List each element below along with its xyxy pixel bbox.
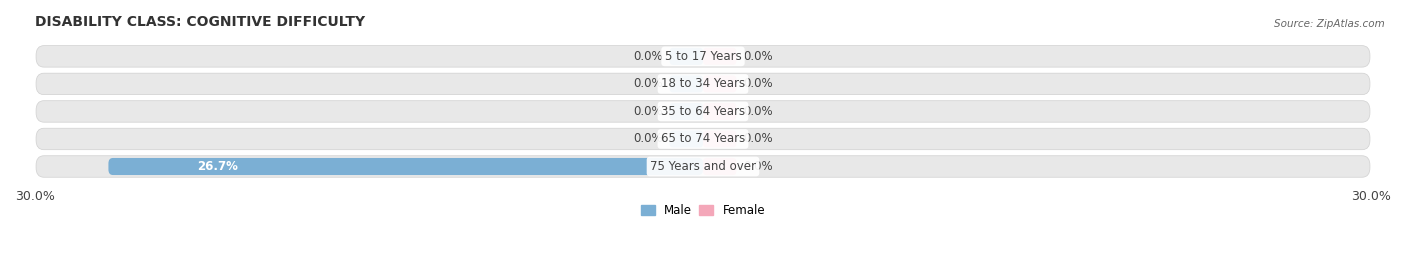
Text: DISABILITY CLASS: COGNITIVE DIFFICULTY: DISABILITY CLASS: COGNITIVE DIFFICULTY [35, 15, 366, 29]
Text: 65 to 74 Years: 65 to 74 Years [661, 132, 745, 146]
Text: 35 to 64 Years: 35 to 64 Years [661, 105, 745, 118]
FancyBboxPatch shape [669, 48, 703, 65]
Text: 0.0%: 0.0% [744, 105, 773, 118]
FancyBboxPatch shape [37, 101, 1369, 122]
Text: 75 Years and over: 75 Years and over [650, 160, 756, 173]
Text: 0.0%: 0.0% [633, 132, 662, 146]
FancyBboxPatch shape [669, 103, 703, 120]
Text: 18 to 34 Years: 18 to 34 Years [661, 77, 745, 90]
FancyBboxPatch shape [37, 46, 1369, 67]
Legend: Male, Female: Male, Female [636, 199, 770, 221]
Text: 0.0%: 0.0% [633, 105, 662, 118]
Text: 0.0%: 0.0% [744, 50, 773, 63]
Text: 0.0%: 0.0% [744, 160, 773, 173]
FancyBboxPatch shape [37, 156, 1369, 177]
Text: 26.7%: 26.7% [198, 160, 239, 173]
Text: 0.0%: 0.0% [744, 77, 773, 90]
FancyBboxPatch shape [108, 158, 703, 175]
Text: 0.0%: 0.0% [633, 77, 662, 90]
Text: 5 to 17 Years: 5 to 17 Years [665, 50, 741, 63]
FancyBboxPatch shape [703, 158, 737, 175]
FancyBboxPatch shape [703, 48, 737, 65]
FancyBboxPatch shape [669, 75, 703, 93]
FancyBboxPatch shape [703, 75, 737, 93]
Text: Source: ZipAtlas.com: Source: ZipAtlas.com [1274, 19, 1385, 29]
FancyBboxPatch shape [703, 130, 737, 147]
FancyBboxPatch shape [37, 128, 1369, 150]
Text: 0.0%: 0.0% [633, 50, 662, 63]
FancyBboxPatch shape [703, 103, 737, 120]
Text: 0.0%: 0.0% [744, 132, 773, 146]
FancyBboxPatch shape [669, 130, 703, 147]
FancyBboxPatch shape [37, 73, 1369, 95]
